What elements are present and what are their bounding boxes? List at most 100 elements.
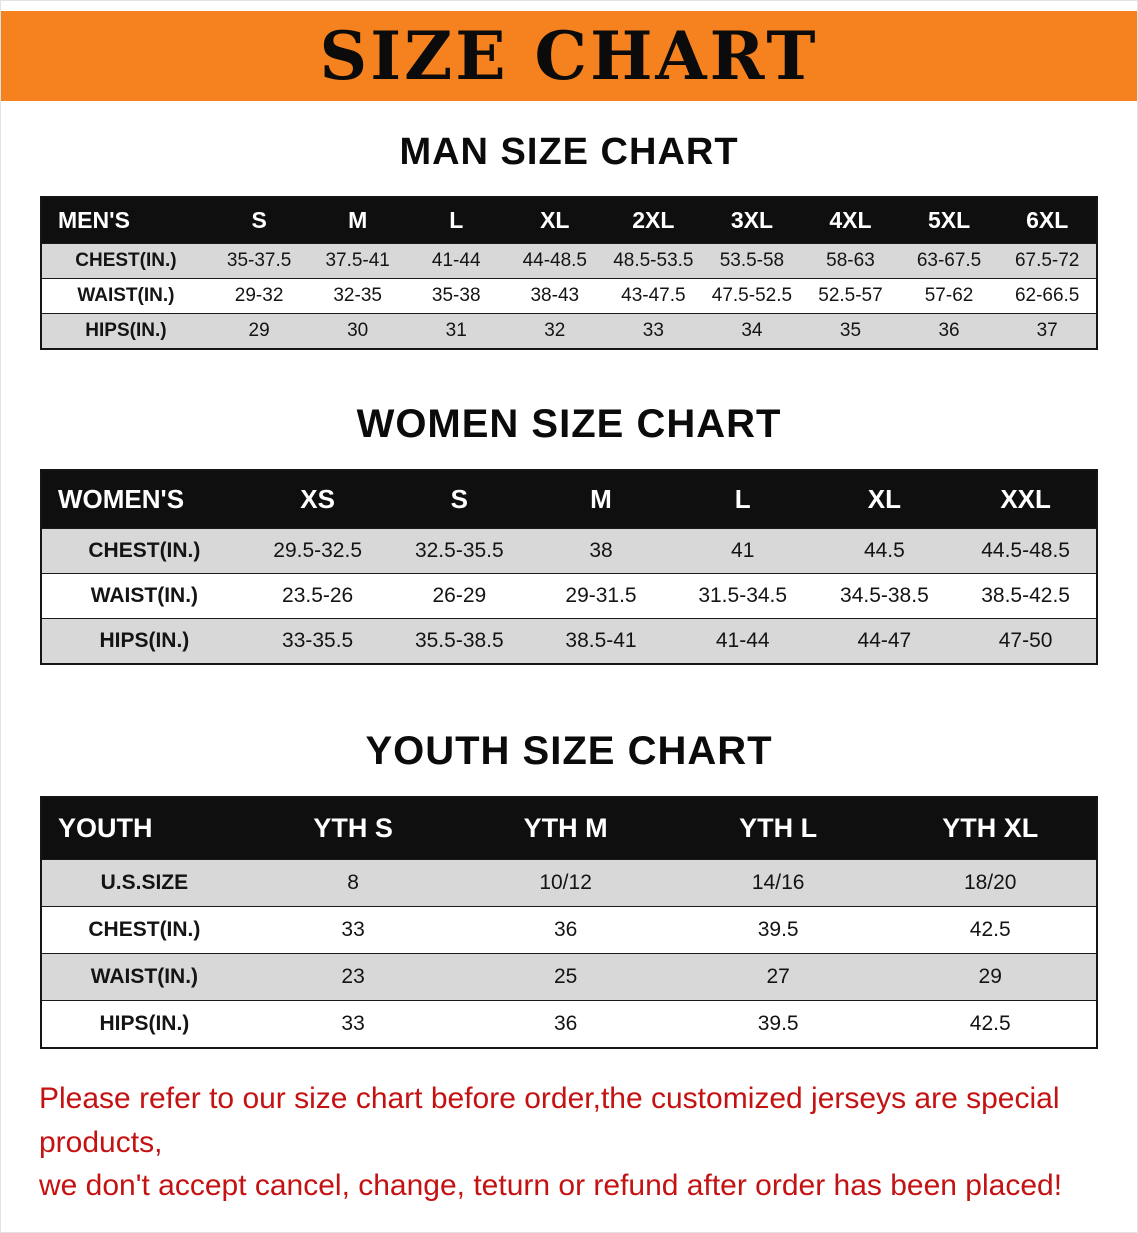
size-value-cell: 35.5-38.5 xyxy=(414,629,504,652)
size-value-cell: 33 xyxy=(341,1012,365,1035)
row-label: CHEST(IN.) xyxy=(75,250,177,271)
size-column-header: YTH M xyxy=(523,813,608,843)
youth-size-section: YOUTH SIZE CHART YOUTH YTH S YTH M YTH L YTH… xyxy=(1,729,1137,1049)
size-value-cell: 41-44 xyxy=(715,629,770,652)
size-value-cell: 47.5-52.5 xyxy=(711,285,793,306)
note-line-2: we don't accept cancel, change, teturn o… xyxy=(39,1169,1063,1202)
table-row: CHEST(IN.) 33 36 39.5 42.5 xyxy=(41,906,1097,954)
size-column-header: 2XL xyxy=(632,207,675,233)
women-section-title: WOMEN SIZE CHART xyxy=(356,402,782,446)
size-value-cell: 57-62 xyxy=(924,285,974,306)
size-value-cell: 29 xyxy=(978,965,1002,988)
size-value-cell: 42.5 xyxy=(969,918,1011,941)
men-size-section: MAN SIZE CHART MEN'S S M L XL 2XL 3XL 4XL 5XL 6XL… xyxy=(1,131,1137,350)
size-value-cell: 42.5 xyxy=(969,1012,1011,1035)
size-value-cell: 44.5-48.5 xyxy=(981,539,1070,562)
size-value-cell: 30 xyxy=(347,320,369,341)
table-row: HIPS(IN.) 33-35.5 35.5-38.5 38.5-41 41-44 44-… xyxy=(41,618,1097,664)
order-note: Please refer to our size chart before or… xyxy=(39,1077,1099,1208)
size-value-cell: 38.5-41 xyxy=(565,629,637,652)
row-label: HIPS(IN.) xyxy=(99,1012,190,1035)
size-column-header: 6XL xyxy=(1026,207,1069,233)
size-value-cell: 18/20 xyxy=(963,871,1017,894)
size-column-header: M xyxy=(590,484,612,514)
size-value-cell: 39.5 xyxy=(757,1012,799,1035)
size-value-cell: 33 xyxy=(341,918,365,941)
size-column-header: M xyxy=(348,207,368,233)
size-value-cell: 26-29 xyxy=(432,584,487,607)
size-value-cell: 36 xyxy=(553,1012,578,1035)
size-value-cell: 29.5-32.5 xyxy=(273,539,363,562)
table-header-row: MEN'S S M L XL 2XL 3XL 4XL 5XL 6XL xyxy=(41,197,1097,244)
size-column-header: YTH S xyxy=(313,813,393,843)
size-value-cell: 35-38 xyxy=(431,285,481,306)
size-column-header: XL xyxy=(540,207,570,233)
size-value-cell: 10/12 xyxy=(539,871,592,894)
size-value-cell: 8 xyxy=(347,871,359,894)
size-value-cell: 34.5-38.5 xyxy=(840,584,929,607)
size-value-cell: 43-47.5 xyxy=(621,285,686,306)
size-value-cell: 35 xyxy=(839,320,862,341)
youth-size-table: YOUTH YTH S YTH M YTH L YTH XL U.S.SIZE 8 10/12… xyxy=(40,796,1098,1049)
size-value-cell: 58-63 xyxy=(826,250,875,271)
women-size-table: WOMEN'S XS S M L XL XXL CHEST(IN.) 29.5-32.5 32.5… xyxy=(40,469,1098,665)
size-value-cell: 41-44 xyxy=(431,250,481,271)
size-value-cell: 29 xyxy=(248,320,270,341)
size-value-cell: 35-37.5 xyxy=(226,250,292,271)
size-column-header: YTH XL xyxy=(942,813,1039,843)
size-value-cell: 63-67.5 xyxy=(916,250,982,271)
row-label: WAIST(IN.) xyxy=(90,584,199,607)
table-corner-label: YOUTH xyxy=(58,813,153,843)
row-label: U.S.SIZE xyxy=(100,871,189,894)
size-value-cell: 48.5-53.5 xyxy=(613,250,694,271)
size-value-cell: 32-35 xyxy=(333,285,382,306)
size-value-cell: 25 xyxy=(553,965,578,988)
size-value-cell: 14/16 xyxy=(751,871,805,894)
banner: SIZE CHART xyxy=(1,11,1137,101)
size-value-cell: 32.5-35.5 xyxy=(414,539,504,562)
table-corner-label: WOMEN'S xyxy=(58,484,185,514)
size-value-cell: 67.5-72 xyxy=(1014,250,1080,271)
size-value-cell: 37 xyxy=(1036,320,1058,341)
size-value-cell: 33 xyxy=(642,320,664,341)
table-row: WAIST(IN.) 23 25 27 29 xyxy=(41,953,1097,1001)
table-header-row: WOMEN'S XS S M L XL XXL xyxy=(41,470,1097,529)
row-label: WAIST(IN.) xyxy=(90,965,199,988)
size-value-cell: 44-47 xyxy=(857,629,912,652)
men-section-title: MAN SIZE CHART xyxy=(399,131,739,173)
size-value-cell: 44.5 xyxy=(863,539,905,562)
men-size-table: MEN'S S M L XL 2XL 3XL 4XL 5XL 6XL CHEST(IN.) 35-37… xyxy=(40,196,1098,350)
size-column-header: 3XL xyxy=(730,207,774,233)
size-value-cell: 23 xyxy=(341,965,365,988)
note-line-1: Please refer to our size chart before or… xyxy=(39,1082,1060,1159)
size-value-cell: 38 xyxy=(589,539,613,562)
row-label: HIPS(IN.) xyxy=(99,629,190,652)
size-value-cell: 23.5-26 xyxy=(282,584,354,607)
size-value-cell: 27 xyxy=(766,965,790,988)
size-value-cell: 38.5-42.5 xyxy=(981,584,1070,607)
size-value-cell: 53.5-58 xyxy=(719,250,785,271)
row-label: CHEST(IN.) xyxy=(88,539,201,562)
size-column-header: XXL xyxy=(1000,484,1051,514)
size-column-header: 4XL xyxy=(829,207,872,233)
page-title: SIZE CHART xyxy=(319,17,819,95)
size-value-cell: 41 xyxy=(731,539,755,562)
size-column-header: 5XL xyxy=(927,207,971,233)
size-value-cell: 33-35.5 xyxy=(282,629,354,652)
size-value-cell: 34 xyxy=(741,320,763,341)
size-value-cell: 47-50 xyxy=(998,629,1053,652)
table-row: CHEST(IN.) 35-37.5 37.5-41 41-44 44-48.5 48.5… xyxy=(41,243,1097,279)
size-column-header: YTH L xyxy=(739,813,818,843)
size-column-header: L xyxy=(449,207,464,233)
size-column-header: S xyxy=(251,207,267,233)
size-column-header: L xyxy=(734,484,751,514)
table-row: U.S.SIZE 8 10/12 14/16 18/20 xyxy=(41,859,1097,907)
size-value-cell: 31.5-34.5 xyxy=(698,584,788,607)
size-value-cell: 32 xyxy=(544,320,566,341)
row-label: HIPS(IN.) xyxy=(85,320,167,341)
size-value-cell: 36 xyxy=(553,918,578,941)
row-label: CHEST(IN.) xyxy=(88,918,201,941)
row-label: WAIST(IN.) xyxy=(77,285,175,306)
size-value-cell: 52.5-57 xyxy=(818,285,883,306)
size-value-cell: 29-32 xyxy=(234,285,284,306)
